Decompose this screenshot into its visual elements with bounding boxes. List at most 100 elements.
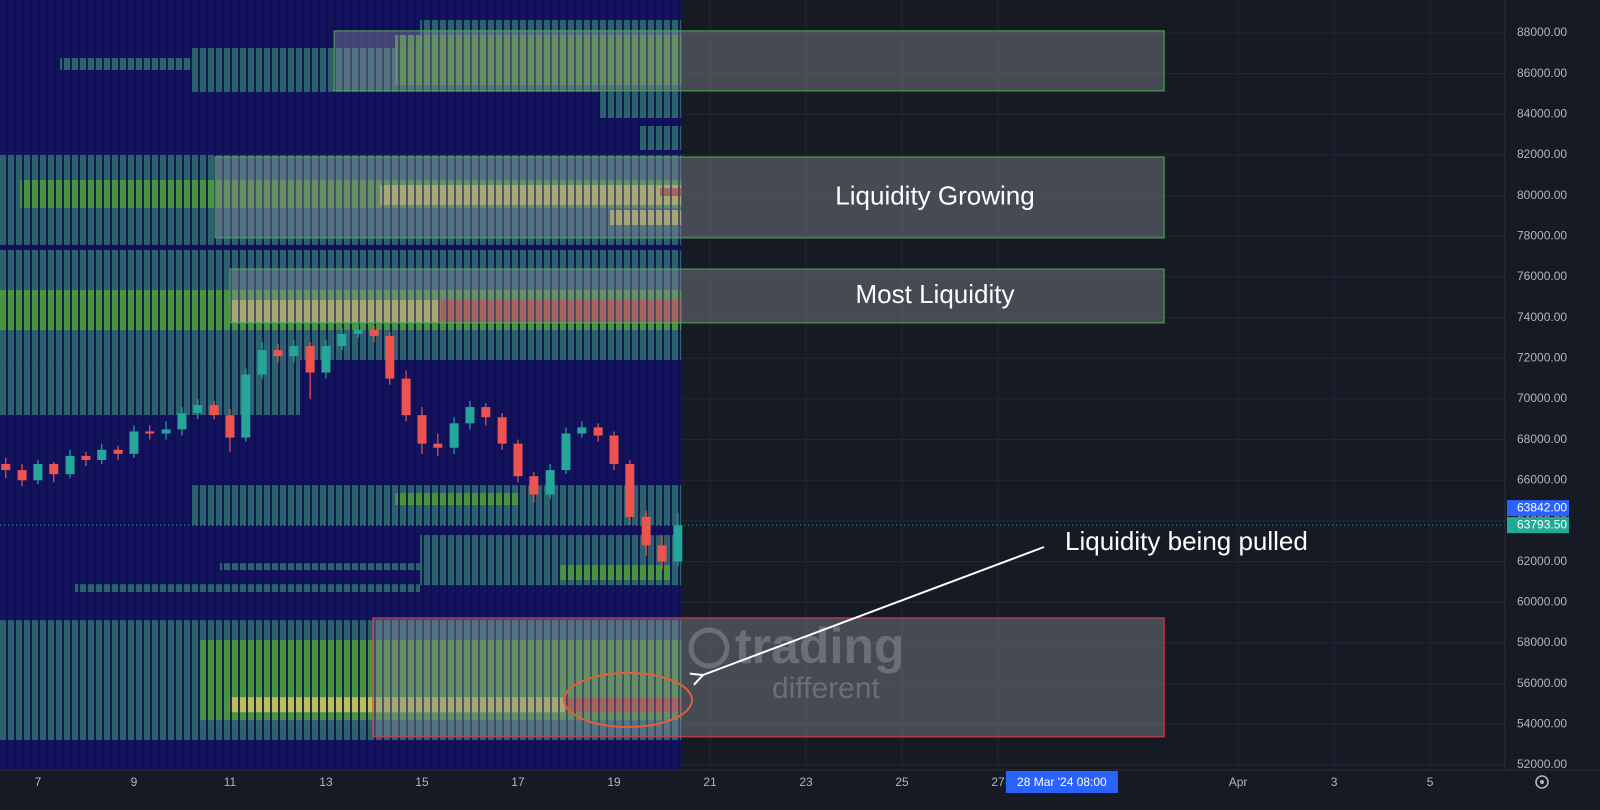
candle-body: [577, 427, 587, 434]
price-marker-label: 63842.00: [1517, 500, 1567, 514]
x-tick-label: 27: [991, 775, 1005, 789]
candle-body: [465, 407, 475, 424]
candle-body: [417, 415, 427, 444]
y-tick-label: 70000.00: [1517, 391, 1567, 405]
candle-body: [257, 350, 267, 375]
y-tick-label: 82000.00: [1517, 147, 1567, 161]
settings-icon-center[interactable]: [1540, 780, 1544, 784]
annotation-arrow: [703, 546, 1045, 675]
heatmap-stripes: [0, 0, 681, 770]
candle-body: [337, 333, 347, 347]
candle-body: [273, 350, 283, 357]
watermark-icon: [688, 627, 730, 669]
y-tick-label: 66000.00: [1517, 472, 1567, 486]
y-tick-label: 80000.00: [1517, 188, 1567, 202]
watermark-text: trading: [735, 618, 904, 674]
candle-body: [305, 346, 315, 373]
zone-label: Most Liquidity: [856, 279, 1015, 309]
y-tick-label: 52000.00: [1517, 757, 1567, 771]
candle-body: [209, 405, 219, 416]
zone: [214, 156, 1165, 239]
y-tick-label: 88000.00: [1517, 25, 1567, 39]
x-tick-label: 11: [224, 775, 237, 789]
candle-body: [321, 346, 331, 373]
zones: Liquidity Growing Most Liquidity: [214, 30, 1165, 738]
zone: [229, 268, 1165, 324]
x-axis: [0, 770, 1600, 810]
highlight-ellipse: [563, 672, 693, 728]
y-tick-label: 78000.00: [1517, 228, 1567, 242]
x-tick-label: 7: [35, 775, 42, 789]
candle-body: [289, 346, 299, 357]
candle-body: [433, 443, 443, 448]
candle-body: [97, 449, 107, 460]
y-tick-label: 60000.00: [1517, 594, 1567, 608]
y-tick-label: 72000.00: [1517, 350, 1567, 364]
x-tick-label: 21: [703, 775, 717, 789]
crosshair-label-box: [1005, 771, 1118, 793]
candle-body: [241, 374, 251, 438]
x-tick-label: 13: [319, 775, 333, 789]
price-marker: [1507, 500, 1569, 517]
candle-body: [1, 463, 11, 471]
x-tick-label: 15: [415, 775, 429, 789]
watermark: trading different: [688, 618, 904, 705]
y-tick-label: 86000.00: [1517, 66, 1567, 80]
candle-body: [545, 470, 555, 495]
zone-label: Liquidity Growing: [835, 180, 1034, 210]
crosshair-label: 28 Mar '24 08:00: [1017, 775, 1107, 789]
zone: [372, 617, 1165, 738]
candle-body: [161, 429, 171, 434]
y-tick-label: 62000.00: [1517, 554, 1567, 568]
y-tick-label: 58000.00: [1517, 635, 1567, 649]
price-marker: [1507, 517, 1569, 534]
y-axis: [1505, 0, 1600, 770]
candle-body: [113, 449, 123, 454]
y-tick-label: 68000.00: [1517, 432, 1567, 446]
candle-body: [49, 463, 59, 475]
candle-body: [593, 427, 603, 436]
y-tick-label: 54000.00: [1517, 716, 1567, 730]
x-tick-label: 19: [607, 775, 621, 789]
price-marker-label: 63793.50: [1517, 517, 1567, 531]
candle-body: [673, 525, 683, 562]
x-tick-label: Apr: [1229, 775, 1248, 789]
candle-body: [353, 329, 363, 334]
y-tick-label: 56000.00: [1517, 676, 1567, 690]
candle-body: [177, 413, 187, 430]
candle-body: [33, 463, 43, 481]
candle-body: [641, 516, 651, 546]
x-tick-label: 23: [799, 775, 813, 789]
candle-body: [657, 545, 667, 562]
x-tick-label: 9: [131, 775, 138, 789]
candle-body: [449, 423, 459, 448]
candle-body: [497, 417, 507, 444]
candle-body: [529, 476, 539, 495]
y-tick-label: 84000.00: [1517, 106, 1567, 120]
candle-body: [65, 455, 75, 475]
candle-body: [609, 435, 619, 464]
x-tick-label: 5: [1427, 775, 1434, 789]
candle-body: [401, 378, 411, 416]
axes: 52000.00 54000.00 56000.00 58000.00 60000.00…: [35, 25, 1569, 793]
y-tick-label: 76000.00: [1517, 269, 1567, 283]
candle-body: [561, 433, 571, 471]
candle-body: [385, 335, 395, 379]
settings-icon[interactable]: [1535, 775, 1549, 789]
candle-body: [369, 329, 379, 336]
candle-body: [145, 431, 155, 434]
y-tick-label: 74000.00: [1517, 310, 1567, 324]
x-tick-label: 17: [511, 775, 525, 789]
settings-icon[interactable]: [1535, 775, 1549, 789]
candle-body: [481, 407, 491, 418]
candle-body: [17, 470, 27, 481]
candle-body: [81, 455, 91, 460]
candle-body: [225, 415, 235, 438]
zone: [333, 30, 1165, 92]
candle-body: [193, 405, 203, 414]
x-tick-label: 25: [895, 775, 909, 789]
watermark-text: different: [772, 672, 881, 705]
candle-body: [513, 443, 523, 477]
x-tick-label: 3: [1331, 775, 1338, 789]
